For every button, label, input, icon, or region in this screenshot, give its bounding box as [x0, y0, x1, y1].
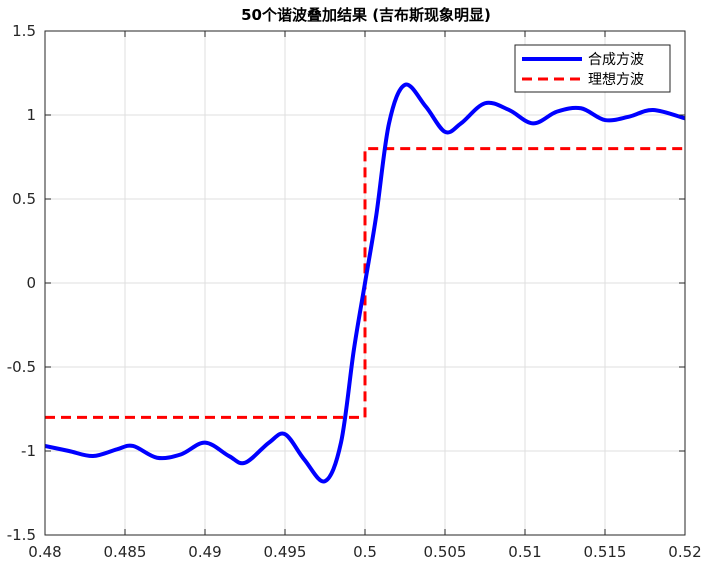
x-tick-label: 0.495 — [264, 543, 307, 561]
x-tick-label: 0.5 — [353, 543, 377, 561]
series-line-synthesized — [45, 82, 685, 484]
y-tick-label: 0.5 — [12, 190, 36, 208]
x-tick-label: 0.49 — [188, 543, 221, 561]
axis-ticks — [44, 30, 686, 536]
y-tick-labels: 1.5 1 0.5 0 -0.5 -1 -1.5 — [7, 22, 36, 544]
x-tick-labels: 0.48 0.485 0.49 0.495 0.5 0.505 0.51 0.515 0.52 — [28, 543, 701, 561]
legend-label-synthesized: 合成方波 — [588, 52, 644, 68]
legend: 合成方波 理想方波 — [514, 44, 671, 93]
legend-box — [514, 44, 671, 93]
y-tick-label: 0 — [26, 274, 36, 292]
x-tick-label: 0.52 — [668, 543, 701, 561]
legend-label-ideal: 理想方波 — [588, 72, 644, 88]
y-tick-label: 1.5 — [12, 22, 36, 40]
y-tick-label: 1 — [26, 106, 36, 124]
x-tick-label: 0.48 — [28, 543, 61, 561]
x-tick-label: 0.51 — [508, 543, 541, 561]
x-tick-label: 0.485 — [104, 543, 147, 561]
series-layer — [45, 82, 685, 484]
y-tick-label: -1.5 — [7, 526, 36, 544]
chart-title: 50个谐波叠加结果 (吉布斯现象明显) — [241, 6, 491, 24]
x-tick-label: 0.505 — [424, 543, 467, 561]
y-tick-label: -1 — [21, 442, 36, 460]
x-tick-label: 0.515 — [584, 543, 627, 561]
y-tick-label: -0.5 — [7, 358, 36, 376]
